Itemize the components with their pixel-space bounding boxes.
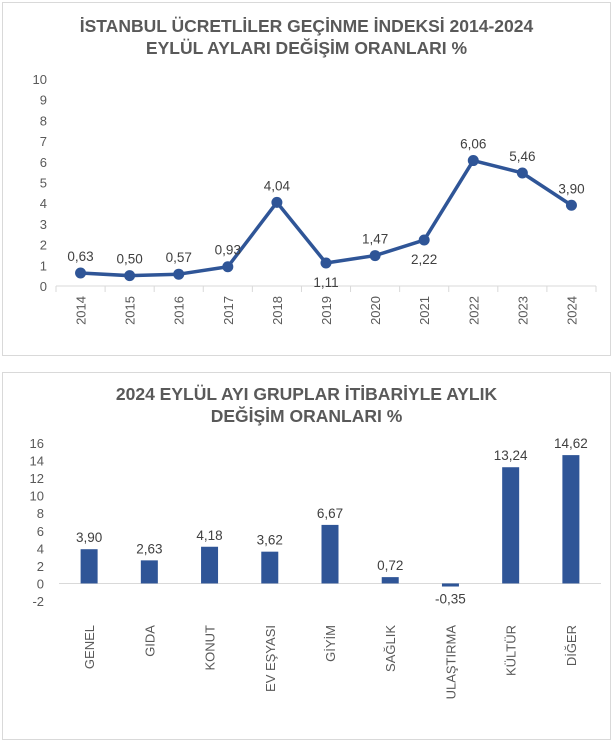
x-tick-label: KONUT bbox=[203, 625, 218, 671]
line-chart: 0 1 2 3 4 5 6 7 8 9 10 2014 2015 2016 2017 2018 2019 2020… bbox=[33, 72, 597, 325]
y-tick-label: 6 bbox=[37, 524, 44, 539]
data-point bbox=[75, 267, 87, 279]
bar bbox=[140, 560, 158, 584]
y-tick-label: 8 bbox=[40, 113, 47, 128]
data-label: 6,06 bbox=[460, 137, 486, 152]
x-tick-label: 2016 bbox=[172, 296, 187, 325]
y-tick-label: 6 bbox=[40, 155, 47, 170]
data-label: 3,62 bbox=[257, 533, 283, 548]
data-point bbox=[222, 261, 234, 273]
data-label: 4,04 bbox=[264, 178, 291, 193]
x-tick-label: 2024 bbox=[564, 296, 579, 325]
y-tick-label: 10 bbox=[33, 72, 47, 87]
x-tick-label: DİĞER bbox=[564, 625, 579, 666]
data-point bbox=[565, 199, 577, 211]
data-label: 0,72 bbox=[377, 558, 403, 573]
data-point bbox=[467, 155, 479, 167]
bar bbox=[381, 577, 399, 584]
x-tick-label: 2018 bbox=[270, 296, 285, 325]
y-tick-label: 5 bbox=[40, 176, 47, 191]
data-label: 5,46 bbox=[509, 149, 535, 164]
y-tick-label: 0 bbox=[40, 279, 47, 294]
bar bbox=[562, 455, 580, 584]
bar-chart-panel: 2024 EYLÜL AYI GRUPLAR İTİBARİYLE AYLIK … bbox=[2, 372, 611, 740]
data-label: 2,22 bbox=[411, 252, 437, 267]
x-tick-label: GIDA bbox=[142, 625, 157, 657]
data-label: 1,47 bbox=[362, 232, 388, 247]
x-tick-label: 2015 bbox=[123, 296, 138, 325]
data-label: 3,90 bbox=[76, 530, 102, 545]
data-label: 3,90 bbox=[558, 181, 584, 196]
x-tick-label: ULAŞTIRMA bbox=[443, 625, 458, 700]
y-tick-label: 9 bbox=[40, 93, 47, 108]
data-label: 1,11 bbox=[313, 275, 338, 290]
data-point bbox=[173, 268, 185, 280]
line-chart-panel: İSTANBUL ÜCRETLİLER GEÇİNME İNDEKSİ 2014… bbox=[2, 2, 611, 356]
x-tick-label: 2019 bbox=[319, 296, 334, 325]
x-tick-label: GİYİM bbox=[323, 625, 338, 662]
y-tick-label: 3 bbox=[40, 217, 47, 232]
data-label: 0,63 bbox=[67, 249, 93, 264]
y-tick-label: -2 bbox=[32, 594, 44, 609]
y-tick-label: 14 bbox=[30, 454, 44, 469]
data-label: 0,57 bbox=[166, 250, 192, 265]
x-tick-label: 2023 bbox=[515, 296, 530, 325]
data-label: 2,63 bbox=[136, 541, 162, 556]
y-tick-label: 7 bbox=[40, 134, 47, 149]
x-tick-label: 2022 bbox=[466, 296, 481, 325]
bar-chart: -2 0 2 4 6 8 10 12 14 16 3,90 2,63 4,18 3,62 6,67 0,72 -… bbox=[30, 436, 601, 700]
data-label: 4,18 bbox=[196, 528, 222, 543]
line-chart-title-line2: EYLÜL AYLARI DEĞİŞİM ORANLARI % bbox=[145, 38, 468, 58]
data-point bbox=[418, 234, 430, 246]
y-tick-label: 10 bbox=[30, 489, 44, 504]
data-point bbox=[124, 270, 136, 282]
bar bbox=[261, 551, 279, 584]
y-tick-label: 4 bbox=[37, 541, 44, 556]
y-tick-label: 0 bbox=[37, 576, 44, 591]
y-tick-label: 16 bbox=[30, 436, 44, 451]
x-tick-label: GENEL bbox=[82, 625, 97, 669]
y-tick-label: 2 bbox=[40, 238, 47, 253]
x-tick-label: KÜLTÜR bbox=[504, 625, 519, 676]
y-tick-label: 4 bbox=[40, 196, 47, 211]
data-point bbox=[320, 257, 332, 269]
bar bbox=[80, 549, 98, 584]
bar bbox=[321, 524, 339, 584]
x-tick-label: 2020 bbox=[368, 296, 383, 325]
data-label: 14,62 bbox=[554, 436, 588, 451]
x-tick-label: SAĞLIK bbox=[383, 625, 398, 672]
bar-chart-title: 2024 EYLÜL AYI GRUPLAR İTİBARİYLE AYLIK … bbox=[3, 383, 610, 427]
y-tick-label: 12 bbox=[30, 471, 44, 486]
data-label: 6,67 bbox=[317, 506, 343, 521]
bar-chart-title-line1: 2024 EYLÜL AYI GRUPLAR İTİBARİYLE AYLIK bbox=[115, 384, 498, 404]
bar bbox=[201, 546, 219, 584]
x-tick-label: 2017 bbox=[221, 296, 236, 325]
data-point bbox=[369, 250, 381, 262]
x-tick-label: 2014 bbox=[74, 296, 89, 325]
data-point bbox=[516, 167, 528, 179]
y-tick-label: 1 bbox=[40, 258, 47, 273]
x-tick-label: EV EŞYASI bbox=[263, 625, 278, 692]
data-label: 0,93 bbox=[215, 243, 241, 258]
y-tick-label: 8 bbox=[37, 506, 44, 521]
data-label: 0,50 bbox=[116, 252, 142, 267]
bar-chart-title-line2: DEĞİŞİM ORANLARI % bbox=[210, 406, 403, 426]
bar bbox=[502, 467, 520, 584]
x-tick-label: 2021 bbox=[417, 296, 432, 325]
data-label: -0,35 bbox=[435, 592, 466, 607]
y-tick-label: 2 bbox=[37, 559, 44, 574]
line-chart-title: İSTANBUL ÜCRETLİLER GEÇİNME İNDEKSİ 2014… bbox=[3, 15, 610, 59]
data-label: 13,24 bbox=[494, 448, 528, 463]
bar bbox=[441, 583, 459, 587]
data-point bbox=[271, 196, 283, 208]
line-chart-title-line1: İSTANBUL ÜCRETLİLER GEÇİNME İNDEKSİ 2014… bbox=[79, 16, 534, 36]
